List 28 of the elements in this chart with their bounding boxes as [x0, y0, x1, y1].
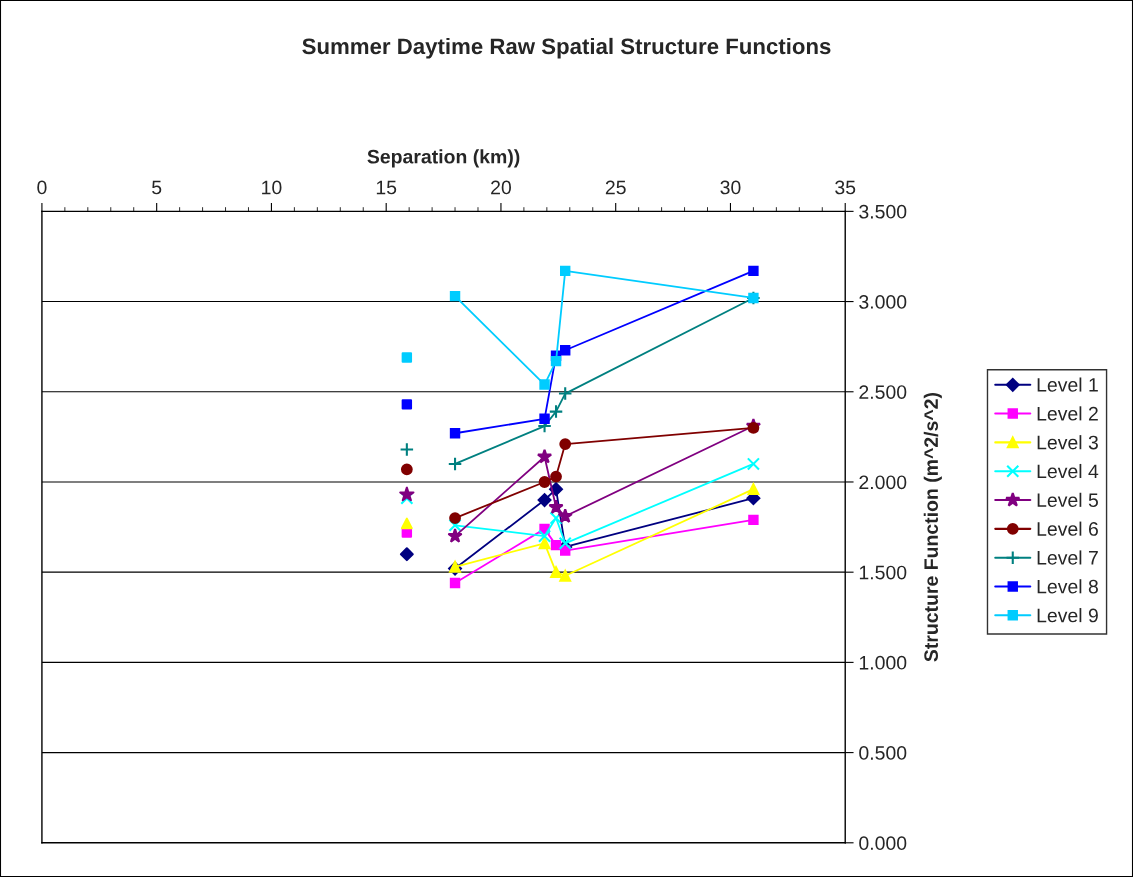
- y-tick-label: 1.500: [859, 565, 907, 580]
- x-tick-label: 10: [262, 180, 282, 195]
- x-tick-label: 15: [376, 180, 397, 195]
- legend-label: Level 1: [1037, 377, 1098, 392]
- legend-label: Level 7: [1037, 550, 1098, 565]
- x-tick-label: 25: [605, 180, 626, 195]
- legend-label: Level 8: [1037, 579, 1098, 594]
- x-tick-label: 5: [152, 180, 162, 195]
- legend-label: Level 6: [1037, 521, 1098, 536]
- y-tick-label: 1.000: [859, 655, 907, 670]
- legend-label: Level 2: [1037, 406, 1098, 421]
- legend-label: Level 9: [1037, 608, 1098, 623]
- y-axis-title: Structure Function (m^2/s^2): [923, 392, 942, 662]
- x-axis-title: Separation (km)): [367, 149, 520, 168]
- chart-title: Summer Daytime Raw Spatial Structure Functions: [302, 37, 831, 59]
- x-tick-label: 0: [37, 180, 47, 195]
- x-tick-label: 30: [720, 180, 741, 195]
- y-tick-label: 3.500: [859, 204, 907, 219]
- legend-label: Level 4: [1037, 463, 1099, 479]
- y-tick-label: 0.000: [859, 836, 907, 851]
- legend-label: Level 3: [1037, 435, 1098, 450]
- y-tick-label: 2.500: [859, 385, 907, 400]
- x-tick-label: 20: [491, 180, 511, 195]
- y-tick-label: 3.000: [859, 295, 907, 309]
- y-tick-label: 2.000: [859, 475, 907, 490]
- x-tick-label: 35: [835, 180, 856, 195]
- legend-label: Level 5: [1037, 492, 1098, 508]
- y-tick-label: 0.500: [859, 746, 907, 760]
